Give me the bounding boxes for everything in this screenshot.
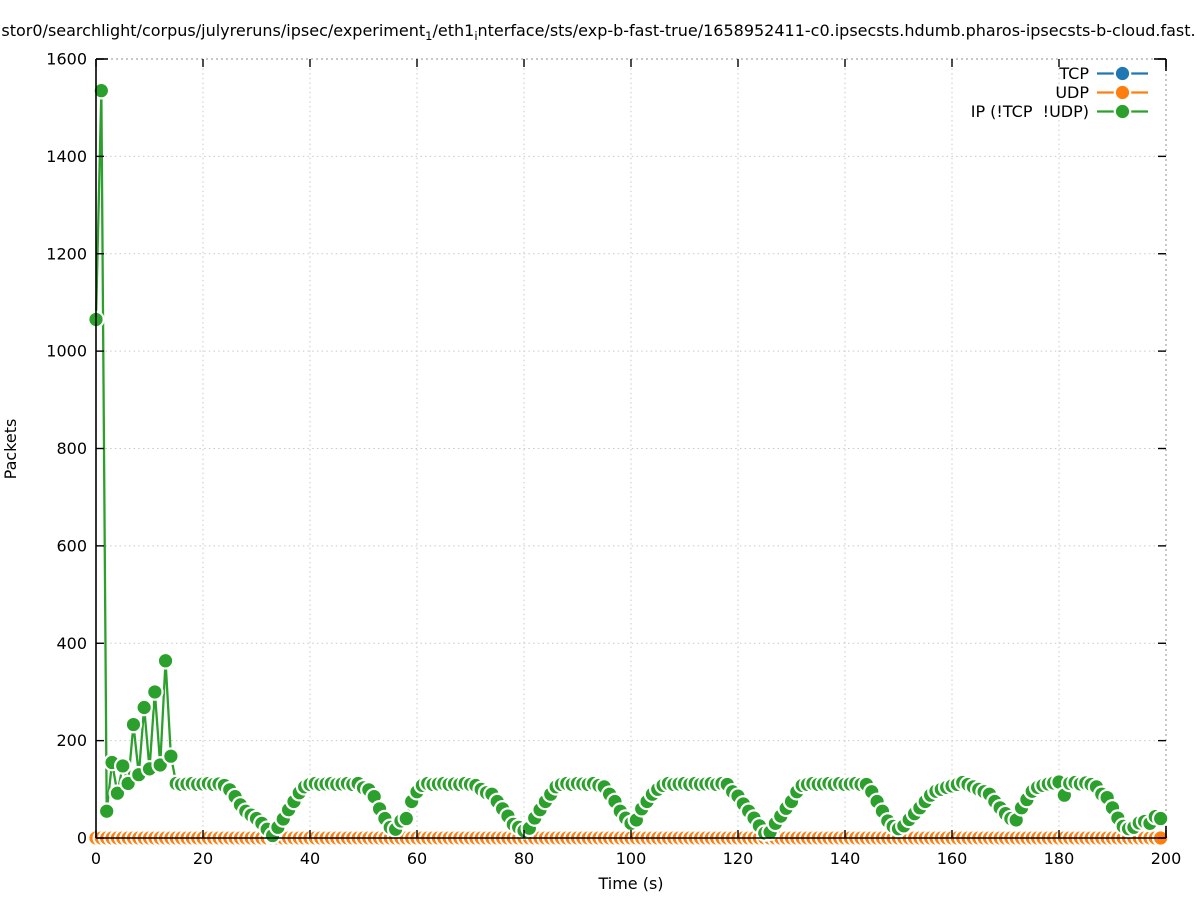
x-axis-title: Time (s)	[597, 874, 663, 893]
x-tick-label: 180	[1044, 849, 1075, 868]
legend-label: UDP	[1055, 83, 1089, 102]
x-tick-label: 40	[300, 849, 320, 868]
chart-title: stor0/searchlight/corpus/julyreruns/ipse…	[0, 20, 1197, 44]
y-tick-label: 600	[56, 536, 87, 555]
tick-labels: 0 20 40 60 80 100 120 140 160 180 200 0 200 400 600 800…	[46, 50, 1181, 869]
y-tick-label: 1600	[46, 50, 87, 69]
x-tick-label: 100	[616, 849, 647, 868]
x-tick-label: 140	[830, 849, 861, 868]
data-point-marker	[153, 758, 167, 772]
chart-title-text-1: stor0/searchlight/corpus/julyreruns/ipse…	[1, 21, 426, 40]
legend-sample-marker	[1115, 104, 1130, 119]
x-tick-label: 0	[91, 849, 101, 868]
x-tick-label: 80	[514, 849, 534, 868]
y-tick-label: 1000	[46, 342, 87, 361]
data-point-marker	[100, 804, 114, 818]
x-tick-label: 60	[407, 849, 427, 868]
y-tick-label: 200	[56, 731, 87, 750]
data-point-marker	[399, 811, 413, 826]
legend-sample-marker	[1115, 66, 1130, 81]
grid	[96, 59, 1166, 838]
data-point-marker	[94, 84, 108, 98]
x-tick-label: 200	[1151, 849, 1182, 868]
data-point-marker	[116, 759, 130, 773]
series-line	[94, 90, 1162, 838]
chart-title-text-3: nterface/sts/exp-b-fast-true/1658952411-…	[477, 21, 1196, 40]
data-point-marker	[148, 685, 162, 699]
legend-sample-marker	[1115, 85, 1130, 100]
y-tick-label: 800	[56, 439, 87, 458]
chart-title-text-2: /eth1	[432, 21, 475, 40]
x-tick-label: 120	[723, 849, 754, 868]
data-point-marker	[126, 717, 141, 732]
legend-label: TCP	[1058, 64, 1089, 83]
y-tick-label: 1200	[46, 244, 87, 263]
data-point-marker	[164, 749, 178, 763]
tick-marks	[95, 58, 1167, 839]
data-point-marker	[367, 790, 381, 804]
chart-title-subscript-1: 1	[425, 29, 433, 43]
y-axis-title: Packets	[1, 419, 20, 480]
x-tick-label: 20	[193, 849, 213, 868]
data-point-marker	[137, 700, 151, 715]
data-point-marker	[1009, 813, 1023, 827]
y-tick-label: 1400	[46, 147, 87, 166]
y-tick-label: 0	[77, 829, 87, 848]
y-tick-label: 400	[56, 634, 87, 653]
data-point-marker	[1154, 811, 1168, 826]
series-ip	[87, 81, 1170, 845]
data-point-marker	[110, 786, 124, 800]
legend-label: IP (!TCP !UDP)	[971, 102, 1089, 121]
data-point-marker	[158, 654, 173, 668]
data-point-marker	[121, 776, 135, 791]
chart-title-subscript-2: i	[474, 29, 478, 43]
x-tick-label: 160	[937, 849, 968, 868]
